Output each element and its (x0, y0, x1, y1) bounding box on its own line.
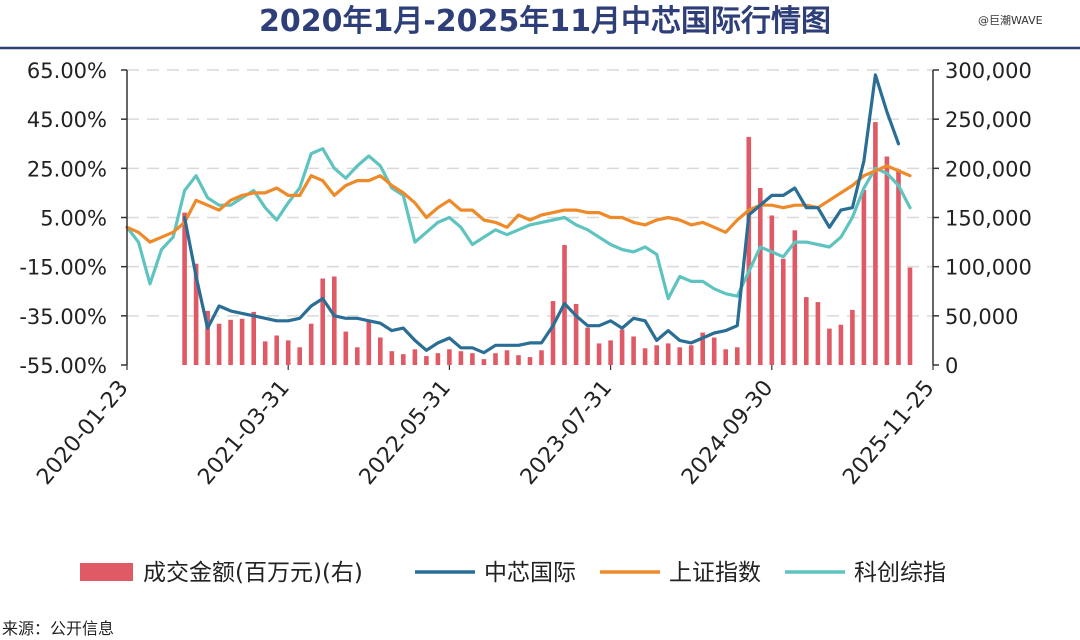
legend-shanghai-index-label: 上证指数 (669, 560, 761, 586)
source-note: 来源：公开信息 (2, 619, 114, 638)
volume-bar (792, 230, 798, 365)
volume-bar (619, 329, 625, 365)
right-axis-tick-label: 300,000 (945, 59, 1032, 83)
volume-bar (412, 349, 418, 365)
volume-bar (654, 345, 659, 365)
legend-volume-swatch (80, 563, 133, 581)
volume-bar (320, 278, 325, 365)
volume-bar (274, 335, 279, 365)
volume-bar (573, 304, 579, 365)
volume-bar (516, 355, 521, 365)
volume-bar (262, 341, 268, 365)
volume-bar (769, 215, 775, 365)
volume-bar (343, 331, 349, 365)
volume-bar (631, 336, 636, 365)
volume-bar (896, 169, 901, 365)
volume-bars (182, 122, 913, 366)
volume-bar (758, 188, 763, 365)
left-axis-tick-label: -55.00% (19, 354, 107, 378)
volume-bar (205, 310, 210, 365)
right-axis-labels: 300,000 250,000 200,000 150,000 100,000 50,00… (945, 59, 1032, 378)
volume-bar (182, 212, 187, 365)
volume-bar (355, 347, 360, 365)
volume-bar (642, 348, 648, 365)
left-axis-labels: 65.00% 45.00% 25.00% 5.00% -15.00% -35.00% -55… (19, 59, 107, 378)
volume-bar (447, 349, 452, 365)
left-axis-tick-label: 25.00% (27, 157, 107, 181)
volume-bar (700, 332, 705, 365)
volume-bar (193, 263, 199, 365)
right-axis-tick-label: 0 (945, 354, 958, 378)
volume-bar (458, 351, 464, 365)
left-axis-tick-label: -35.00% (19, 305, 107, 329)
volume-bar (228, 319, 233, 365)
volume-bar (297, 347, 302, 365)
right-axis-tick-label: 150,000 (945, 207, 1032, 231)
chart-title: 2020年1月-2025年11月中芯国际行情图 (259, 4, 831, 39)
volume-bar (435, 353, 441, 365)
volume-bar (216, 323, 222, 365)
volume-bar (850, 309, 855, 365)
left-axis-tick-label: -15.00% (19, 256, 107, 280)
star-composite-line (125, 147, 912, 301)
volume-bar (873, 122, 878, 365)
volume-bar (504, 350, 510, 366)
volume-bar (688, 345, 694, 365)
volume-bar (366, 320, 372, 366)
right-axis-tick-label: 200,000 (945, 157, 1032, 181)
volume-bar (470, 353, 475, 365)
legend-star-composite-label: 科创综指 (854, 560, 946, 586)
legend: 成交金额(百万元)(右) 中芯国际 上证指数 科创综指 (80, 560, 946, 586)
volume-bar (711, 337, 717, 365)
volume-bar (677, 347, 682, 365)
volume-bar (401, 354, 406, 365)
volume-bar (389, 351, 395, 365)
volume-bar (838, 324, 844, 365)
grid-lines (127, 69, 933, 317)
volume-bar (815, 302, 821, 365)
volume-bar (308, 323, 314, 365)
volume-bar (378, 337, 383, 365)
legend-volume-label: 成交金额(百万元)(右) (143, 560, 363, 586)
right-axis-tick-label: 100,000 (945, 256, 1032, 280)
volume-bar (723, 349, 728, 365)
smic-line (183, 73, 901, 355)
shanghai-index-line (125, 164, 912, 244)
volume-bar (527, 357, 533, 365)
watermark: @巨潮WAVE (978, 13, 1043, 27)
right-axis-tick-label: 250,000 (945, 108, 1032, 132)
left-axis-tick-label: 5.00% (40, 207, 107, 231)
volume-bar (665, 343, 671, 365)
left-axis-tick-label: 65.00% (27, 59, 107, 83)
volume-bar (424, 356, 429, 365)
volume-bar (907, 267, 913, 365)
volume-bar (827, 328, 832, 365)
volume-bar (239, 318, 245, 365)
volume-bar (884, 156, 890, 365)
volume-bar (746, 136, 752, 365)
volume-bar (608, 340, 613, 365)
volume-bar (285, 340, 291, 365)
volume-bar (550, 301, 556, 365)
volume-bar (596, 343, 602, 365)
volume-bar (781, 258, 786, 365)
volume-bar (493, 353, 498, 365)
volume-bar (804, 297, 809, 365)
volume-bar (481, 359, 487, 365)
volume-bar (251, 311, 256, 365)
volume-bar (585, 327, 590, 365)
left-axis-tick-label: 45.00% (27, 108, 107, 132)
volume-bar (861, 190, 867, 365)
volume-bar (735, 347, 740, 365)
right-axis-tick-label: 50,000 (945, 305, 1018, 329)
series-lines (125, 73, 912, 355)
legend-smic-label: 中芯国际 (484, 560, 576, 586)
axes (121, 69, 939, 370)
volume-bar (539, 350, 544, 366)
volume-bar (332, 276, 337, 365)
